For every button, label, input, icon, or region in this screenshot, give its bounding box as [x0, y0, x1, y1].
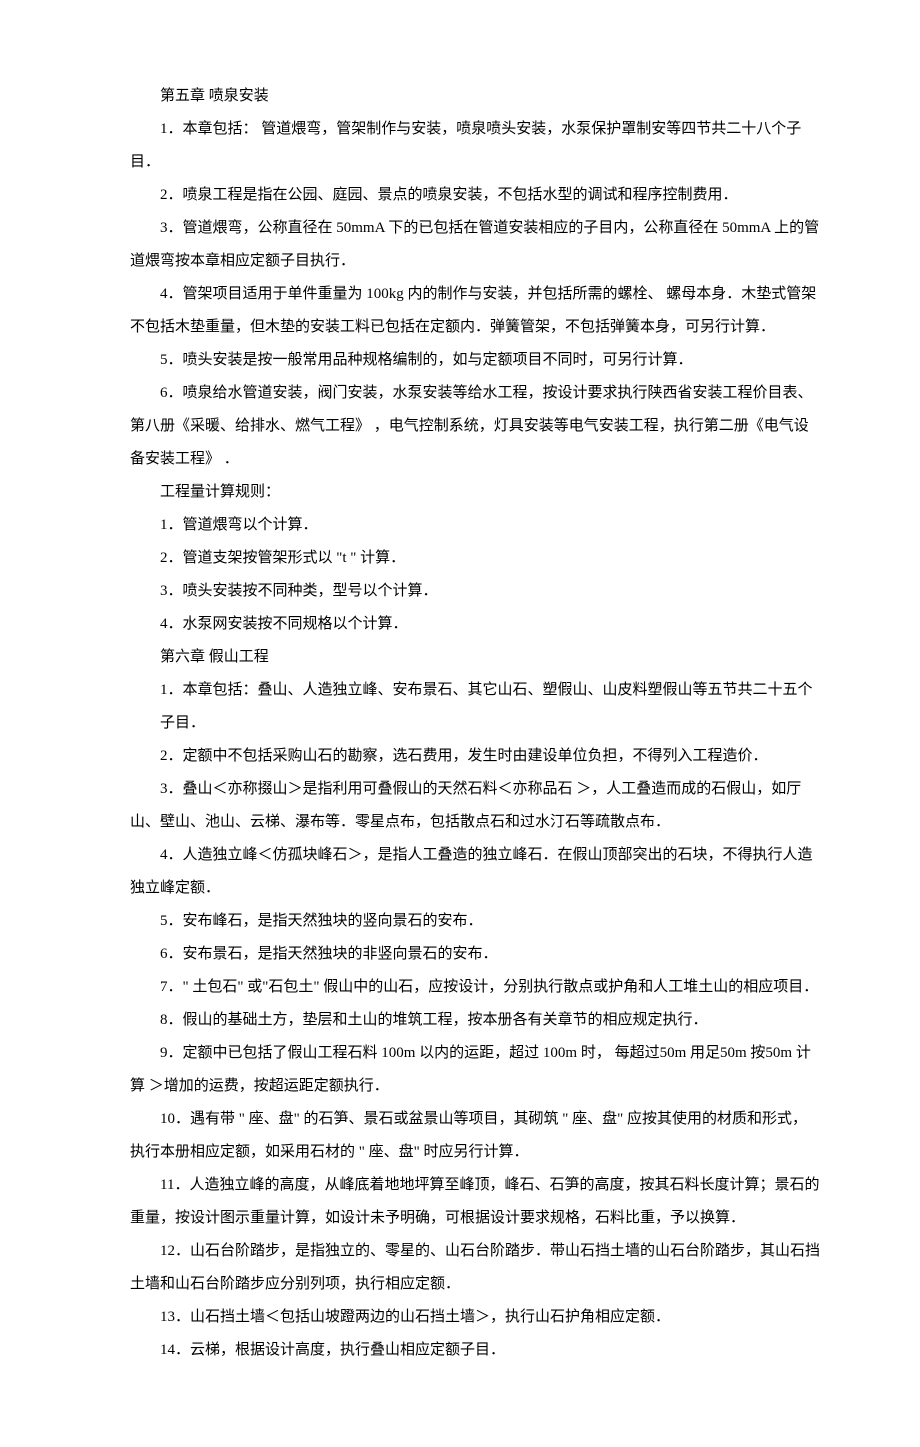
- ch6-item-12: 12．山石台阶踏步，是指独立的、零星的、山石台阶踏步．带山石挡土墙的山石台阶踏步…: [130, 1235, 820, 1301]
- ch6-item-3: 3．叠山＜亦称掇山＞是指利用可叠假山的天然石料＜亦称品石 ＞，人工叠造而成的石假…: [130, 773, 820, 839]
- ch5-item-4: 4．管架项目适用于单件重量为 100kg 内的制作与安装，并包括所需的螺栓、 螺…: [130, 278, 820, 344]
- ch6-item-10: 10．遇有带 " 座、盘" 的石笋、景石或盆景山等项目，其砌筑 " 座、盘" 应…: [130, 1103, 820, 1169]
- ch6-item-1b: 子目．: [130, 707, 820, 740]
- ch5-item-2: 2．喷泉工程是指在公园、庭园、景点的喷泉安装，不包括水型的调试和程序控制费用．: [130, 179, 820, 212]
- ch6-item-1: 1．本章包括：叠山、人造独立峰、安布景石、其它山石、塑假山、山皮料塑假山等五节共…: [130, 674, 820, 707]
- ch6-item-7: 7．" 土包石" 或"石包土" 假山中的山石，应按设计，分别执行散点或护角和人工…: [130, 971, 820, 1004]
- ch5-rule-3: 3．喷头安装按不同种类，型号以个计算．: [130, 575, 820, 608]
- ch6-item-5: 5．安布峰石，是指天然独块的竖向景石的安布．: [130, 905, 820, 938]
- ch6-item-6: 6．安布景石，是指天然独块的非竖向景石的安布．: [130, 938, 820, 971]
- ch5-rule-4: 4．水泵网安装按不同规格以个计算．: [130, 608, 820, 641]
- ch5-rules-title: 工程量计算规则：: [130, 476, 820, 509]
- chapter6-title: 第六章 假山工程: [130, 641, 820, 674]
- ch5-item-6: 6．喷泉给水管道安装，阀门安装，水泵安装等给水工程，按设计要求执行陕西省安装工程…: [130, 377, 820, 476]
- ch6-item-9: 9．定额中已包括了假山工程石料 100m 以内的运距，超过 100m 时， 每超…: [130, 1037, 820, 1103]
- ch6-item-14: 14．云梯，根据设计高度，执行叠山相应定额子目．: [130, 1334, 820, 1367]
- ch5-item-5: 5．喷头安装是按一般常用品种规格编制的，如与定额项目不同时，可另行计算．: [130, 344, 820, 377]
- ch6-item-4: 4．人造独立峰＜仿孤块峰石＞，是指人工叠造的独立峰石．在假山顶部突出的石块，不得…: [130, 839, 820, 905]
- ch5-item-3: 3．管道煨弯，公称直径在 50mmA 下的已包括在管道安装相应的子目内，公称直径…: [130, 212, 820, 278]
- ch6-item-2: 2．定额中不包括采购山石的勘察，选石费用，发生时由建设单位负担，不得列入工程造价…: [130, 740, 820, 773]
- ch5-item-1: 1．本章包括： 管道煨弯，管架制作与安装，喷泉喷头安装，水泵保护罩制安等四节共二…: [130, 113, 820, 179]
- ch6-item-13: 13．山石挡土墙＜包括山坡蹬两边的山石挡土墙＞，执行山石护角相应定额．: [130, 1301, 820, 1334]
- ch5-rule-1: 1．管道煨弯以个计算．: [130, 509, 820, 542]
- ch5-rule-2: 2．管道支架按管架形式以 "t " 计算．: [130, 542, 820, 575]
- ch6-item-11: 11．人造独立峰的高度，从峰底着地地坪算至峰顶，峰石、石笋的高度，按其石料长度计…: [130, 1169, 820, 1235]
- ch6-item-8: 8．假山的基础土方，垫层和土山的堆筑工程，按本册各有关章节的相应规定执行．: [130, 1004, 820, 1037]
- chapter5-title: 第五章 喷泉安装: [130, 80, 820, 113]
